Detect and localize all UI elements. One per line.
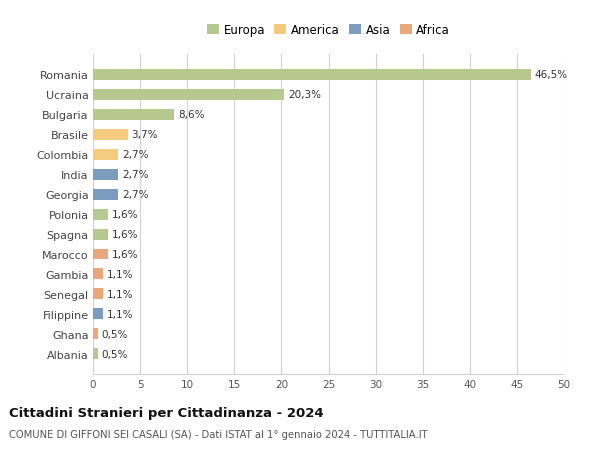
Text: 2,7%: 2,7% xyxy=(122,150,149,160)
Bar xyxy=(93,189,118,200)
Bar xyxy=(93,109,174,120)
Text: 1,6%: 1,6% xyxy=(112,210,139,219)
Legend: Europa, America, Asia, Africa: Europa, America, Asia, Africa xyxy=(202,19,455,42)
Text: COMUNE DI GIFFONI SEI CASALI (SA) - Dati ISTAT al 1° gennaio 2024 - TUTTITALIA.I: COMUNE DI GIFFONI SEI CASALI (SA) - Dati… xyxy=(9,429,428,439)
Bar xyxy=(93,349,98,359)
Text: 3,7%: 3,7% xyxy=(131,130,158,140)
Bar xyxy=(93,209,108,220)
Bar xyxy=(93,70,531,80)
Bar xyxy=(93,90,284,101)
Text: 1,6%: 1,6% xyxy=(112,230,139,240)
Bar xyxy=(93,329,98,340)
Text: 46,5%: 46,5% xyxy=(535,70,568,80)
Text: Cittadini Stranieri per Cittadinanza - 2024: Cittadini Stranieri per Cittadinanza - 2… xyxy=(9,406,323,419)
Bar xyxy=(93,269,103,280)
Bar xyxy=(93,169,118,180)
Text: 0,5%: 0,5% xyxy=(101,349,128,359)
Bar xyxy=(93,289,103,300)
Text: 2,7%: 2,7% xyxy=(122,190,149,200)
Text: 2,7%: 2,7% xyxy=(122,170,149,180)
Text: 20,3%: 20,3% xyxy=(288,90,321,100)
Bar xyxy=(93,229,108,240)
Text: 0,5%: 0,5% xyxy=(101,329,128,339)
Text: 1,6%: 1,6% xyxy=(112,249,139,259)
Text: 8,6%: 8,6% xyxy=(178,110,204,120)
Text: 1,1%: 1,1% xyxy=(107,269,134,280)
Bar xyxy=(93,309,103,320)
Text: 1,1%: 1,1% xyxy=(107,309,134,319)
Bar xyxy=(93,129,128,140)
Text: 1,1%: 1,1% xyxy=(107,289,134,299)
Bar xyxy=(93,149,118,160)
Bar xyxy=(93,249,108,260)
